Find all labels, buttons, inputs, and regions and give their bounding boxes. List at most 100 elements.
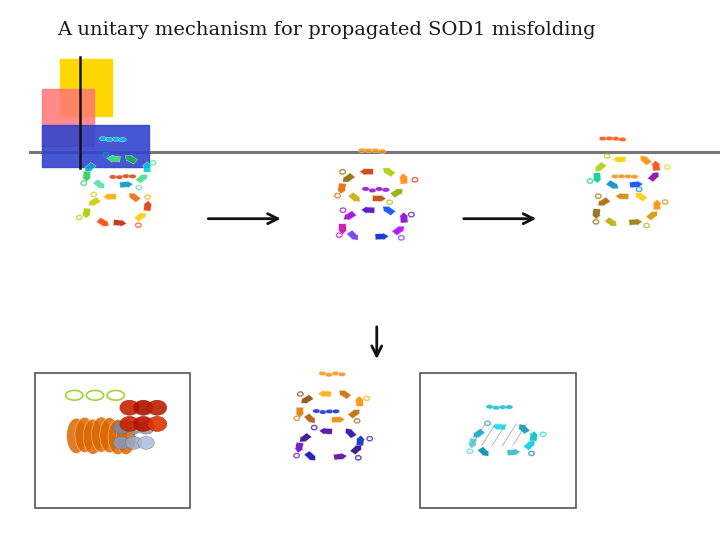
Ellipse shape — [365, 148, 372, 153]
Circle shape — [134, 416, 153, 431]
Ellipse shape — [358, 148, 366, 152]
Circle shape — [113, 421, 130, 434]
Ellipse shape — [375, 187, 383, 191]
Circle shape — [113, 436, 130, 449]
FancyArrow shape — [339, 390, 351, 399]
FancyArrow shape — [529, 431, 539, 442]
FancyArrow shape — [348, 192, 360, 202]
FancyArrow shape — [304, 414, 315, 423]
FancyArrow shape — [135, 174, 148, 184]
FancyArrow shape — [616, 193, 629, 200]
FancyArrow shape — [343, 211, 356, 220]
FancyArrow shape — [523, 441, 534, 450]
Ellipse shape — [492, 406, 500, 410]
Ellipse shape — [312, 409, 320, 413]
FancyArrow shape — [89, 197, 101, 206]
Ellipse shape — [325, 409, 333, 414]
FancyArrow shape — [518, 424, 530, 434]
Ellipse shape — [99, 137, 107, 141]
Ellipse shape — [499, 405, 506, 409]
FancyArrow shape — [319, 427, 333, 435]
FancyArrow shape — [355, 396, 364, 407]
FancyArrow shape — [375, 233, 389, 240]
Circle shape — [125, 421, 142, 434]
FancyArrow shape — [81, 208, 91, 219]
FancyArrow shape — [399, 212, 409, 223]
Ellipse shape — [338, 372, 346, 376]
FancyArrow shape — [304, 451, 315, 461]
FancyArrow shape — [343, 173, 355, 182]
Ellipse shape — [116, 175, 123, 179]
FancyArrow shape — [629, 218, 642, 226]
Circle shape — [138, 436, 154, 449]
Ellipse shape — [332, 372, 339, 376]
FancyArrow shape — [635, 193, 647, 201]
Ellipse shape — [106, 137, 113, 141]
Ellipse shape — [618, 174, 625, 178]
FancyArrow shape — [129, 193, 141, 202]
FancyArrow shape — [346, 230, 358, 240]
Ellipse shape — [606, 136, 613, 140]
FancyArrow shape — [598, 197, 611, 206]
FancyArrow shape — [356, 435, 365, 446]
FancyArrow shape — [103, 193, 117, 200]
Circle shape — [120, 416, 139, 431]
FancyArrow shape — [473, 429, 485, 437]
Ellipse shape — [369, 188, 377, 193]
FancyArrow shape — [629, 181, 643, 188]
Circle shape — [120, 400, 139, 415]
FancyArrow shape — [492, 423, 506, 430]
Ellipse shape — [332, 409, 340, 414]
Bar — [42, 125, 149, 167]
Circle shape — [138, 421, 154, 434]
Ellipse shape — [319, 371, 326, 375]
FancyArrow shape — [392, 226, 405, 235]
FancyArrow shape — [143, 200, 153, 211]
FancyArrow shape — [134, 213, 146, 222]
FancyArrow shape — [593, 173, 602, 183]
FancyArrow shape — [613, 156, 626, 163]
FancyArrow shape — [507, 448, 521, 456]
Ellipse shape — [611, 174, 618, 179]
Ellipse shape — [382, 187, 390, 192]
Ellipse shape — [612, 137, 620, 141]
FancyArrow shape — [372, 195, 386, 202]
FancyArrow shape — [647, 172, 659, 182]
Bar — [42, 89, 94, 146]
Ellipse shape — [378, 149, 386, 153]
FancyArrow shape — [331, 416, 345, 423]
FancyArrow shape — [348, 409, 360, 418]
Circle shape — [125, 436, 142, 449]
FancyArrow shape — [641, 156, 652, 165]
FancyArrow shape — [606, 180, 618, 189]
FancyArrow shape — [120, 181, 133, 188]
Ellipse shape — [362, 187, 369, 191]
FancyArrow shape — [294, 442, 304, 453]
Ellipse shape — [67, 418, 86, 454]
FancyArrow shape — [82, 171, 91, 182]
FancyArrow shape — [333, 453, 347, 460]
FancyArrow shape — [337, 183, 346, 194]
Bar — [60, 59, 112, 116]
Circle shape — [148, 416, 167, 431]
Ellipse shape — [91, 417, 111, 452]
FancyArrow shape — [646, 211, 657, 220]
Ellipse shape — [618, 137, 626, 141]
FancyArrow shape — [468, 438, 477, 449]
Circle shape — [148, 400, 167, 415]
FancyArrow shape — [318, 390, 331, 397]
FancyArrow shape — [113, 219, 127, 227]
Ellipse shape — [112, 137, 120, 141]
Ellipse shape — [372, 148, 379, 153]
FancyArrow shape — [85, 163, 96, 172]
FancyArrow shape — [301, 395, 314, 403]
Ellipse shape — [84, 419, 102, 454]
FancyArrow shape — [390, 189, 403, 198]
Text: A unitary mechanism for propagated SOD1 misfolding: A unitary mechanism for propagated SOD1 … — [57, 21, 595, 39]
FancyArrow shape — [93, 179, 104, 188]
Ellipse shape — [319, 410, 327, 414]
Ellipse shape — [100, 417, 119, 453]
FancyArrow shape — [399, 173, 408, 184]
FancyArrow shape — [107, 155, 120, 163]
Ellipse shape — [129, 174, 136, 179]
